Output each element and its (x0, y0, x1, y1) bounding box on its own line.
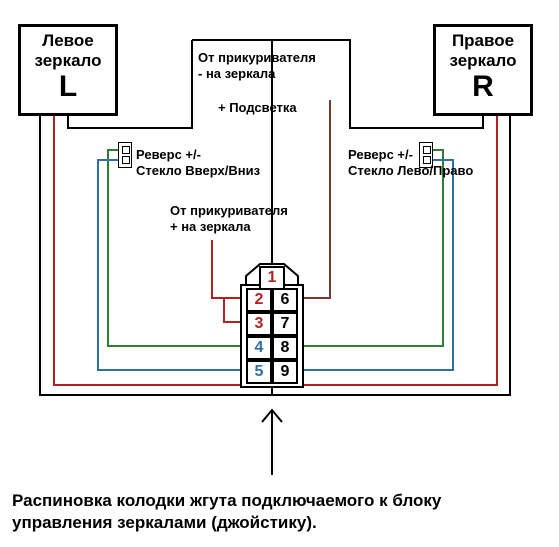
label-line: От прикуривателя (198, 50, 316, 65)
left-mirror-title-2: зеркало (27, 51, 109, 71)
label-from-lighter-plus: От прикуривателя + на зеркала (170, 203, 288, 234)
label-from-lighter-minus: От прикуривателя - на зеркала (198, 50, 316, 81)
pin-3: 3 (246, 312, 272, 336)
pin-4: 4 (246, 336, 272, 360)
label-line: + на зеркала (170, 219, 251, 234)
left-mirror-letter: L (27, 72, 109, 102)
right-mirror-title-1: Правое (442, 31, 524, 51)
label-line: + Подсветка (218, 100, 297, 115)
label-line: Стекло Вверх/Вниз (136, 163, 260, 178)
pin-5: 5 (246, 360, 272, 384)
left-mirror-box: Левое зеркало L (18, 24, 118, 116)
label-line: От прикуривателя (170, 203, 288, 218)
caption-line-2: управления зеркалами (джойстику). (12, 513, 317, 532)
pin-6: 6 (272, 288, 298, 312)
label-line: Стекло Лево/Право (348, 163, 473, 178)
label-line: - на зеркала (198, 66, 275, 81)
label-reverse-left: Реверс +/- Стекло Вверх/Вниз (136, 147, 260, 178)
label-line: Реверс +/- (136, 147, 201, 162)
pin-7: 7 (272, 312, 298, 336)
pin-2: 2 (246, 288, 272, 312)
label-line: Реверс +/- (348, 147, 413, 162)
left-mirror-title-1: Левое (27, 31, 109, 51)
right-mirror-title-2: зеркало (442, 51, 524, 71)
right-mirror-box: Правое зеркало R (433, 24, 533, 116)
label-reverse-right: Реверс +/- Стекло Лево/Право (348, 147, 473, 178)
caption: Распиновка колодки жгута подключаемого к… (12, 490, 547, 534)
caption-line-1: Распиновка колодки жгута подключаемого к… (12, 491, 441, 510)
pin-9: 9 (272, 360, 298, 384)
pin-8: 8 (272, 336, 298, 360)
pin-1: 1 (259, 266, 285, 290)
left-sub-connector (118, 142, 132, 168)
label-plus-light: + Подсветка (218, 100, 297, 116)
right-mirror-letter: R (442, 72, 524, 102)
